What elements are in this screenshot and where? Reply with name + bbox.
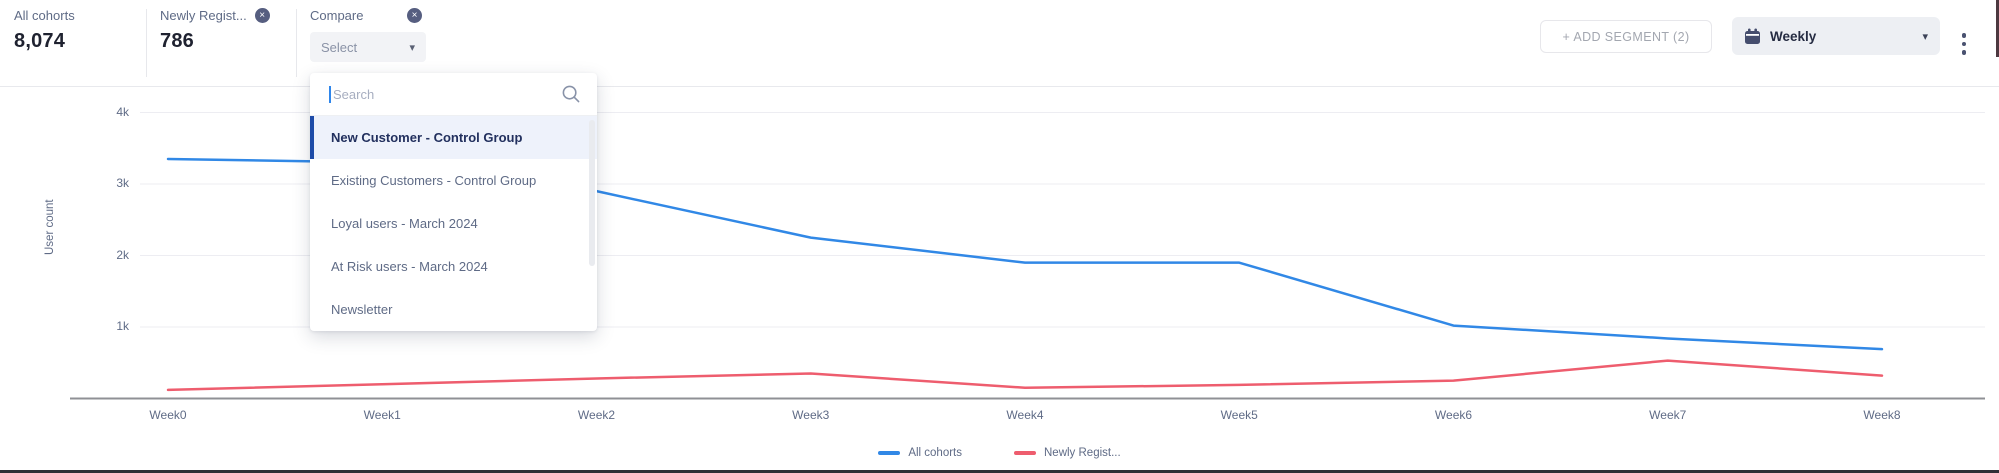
calendar-icon	[1745, 28, 1760, 44]
x-tick-label: Week0	[149, 408, 187, 422]
chevron-down-icon: ▾	[409, 41, 415, 54]
x-tick-label: Week3	[792, 408, 830, 422]
plot-svg	[70, 112, 1985, 400]
y-tick-label: 2k	[116, 247, 129, 262]
legend-item-newly-registered[interactable]: Newly Regist...	[1014, 447, 1121, 459]
x-tick-label: Week4	[1006, 408, 1044, 422]
stat-all-cohorts-label: All cohorts	[14, 8, 75, 23]
stat-all-cohorts: All cohorts 8,074	[14, 8, 75, 53]
legend-label: Newly Regist...	[1044, 447, 1121, 459]
legend-swatch-blue	[878, 451, 901, 455]
x-tick-label: Week8	[1863, 408, 1901, 422]
stat-newly-registered-value: 786	[160, 30, 194, 52]
x-tick-label: Week6	[1434, 408, 1473, 422]
y-tick-label: 1k	[116, 319, 129, 333]
add-segment-button[interactable]: + ADD SEGMENT (2)	[1540, 20, 1712, 53]
x-tick-label: Week1	[363, 408, 401, 422]
header: All cohorts 8,074 Newly Regist... × 786 …	[0, 0, 1999, 87]
dropdown-item-new-customer-control-group[interactable]: New Customer - Control Group	[310, 116, 597, 159]
close-icon[interactable]: ×	[254, 8, 270, 23]
compare-block: Compare × Select ▾	[310, 8, 426, 62]
dropdown-item-newsletter[interactable]: Newsletter	[331, 302, 393, 317]
x-tick-label: Week7	[1649, 408, 1687, 422]
x-tick-label: Week2	[577, 408, 616, 422]
compare-select-dropdown[interactable]: Select ▾	[310, 32, 426, 62]
compare-dropdown-panel: New Customer - Control Group Existing Cu…	[310, 73, 597, 331]
chart-legend: All cohorts Newly Regist...	[0, 447, 1999, 459]
stat-newly-registered-label: Newly Regist...	[160, 8, 247, 23]
search-icon	[562, 85, 580, 103]
dropdown-search-row	[310, 73, 597, 116]
compare-label: Compare	[310, 8, 364, 23]
dropdown-scrollbar[interactable]	[589, 120, 595, 266]
header-divider	[296, 9, 297, 77]
granularity-dropdown[interactable]: Weekly ▾	[1732, 17, 1940, 55]
legend-swatch-red	[1014, 451, 1036, 455]
compare-select-value: Select	[321, 39, 358, 55]
dropdown-item-at-risk-users-march-2024[interactable]: At Risk users - March 2024	[331, 259, 488, 274]
stat-newly-registered: Newly Regist... × 786	[160, 8, 270, 53]
x-tick-label: Week5	[1220, 408, 1258, 422]
window-right-edge	[1996, 0, 1999, 57]
chevron-down-icon: ▾	[1922, 30, 1928, 43]
search-input[interactable]	[333, 86, 561, 102]
legend-item-all-cohorts[interactable]: All cohorts	[878, 447, 962, 459]
close-icon[interactable]: ×	[407, 8, 422, 23]
header-divider	[146, 9, 147, 77]
window-bottom-edge	[0, 470, 1999, 473]
text-caret	[329, 85, 331, 103]
y-tick-label: 3k	[116, 176, 129, 190]
y-tick-label: 4k	[116, 104, 129, 119]
dropdown-item-existing-customers-control-group[interactable]: Existing Customers - Control Group	[331, 173, 537, 188]
granularity-value: Weekly	[1770, 28, 1817, 44]
dropdown-item-loyal-users-march-2024[interactable]: Loyal users - March 2024	[331, 216, 478, 231]
stat-all-cohorts-value: 8,074	[14, 30, 66, 52]
kebab-menu-icon[interactable]	[1956, 26, 1972, 62]
legend-label: All cohorts	[908, 447, 962, 459]
